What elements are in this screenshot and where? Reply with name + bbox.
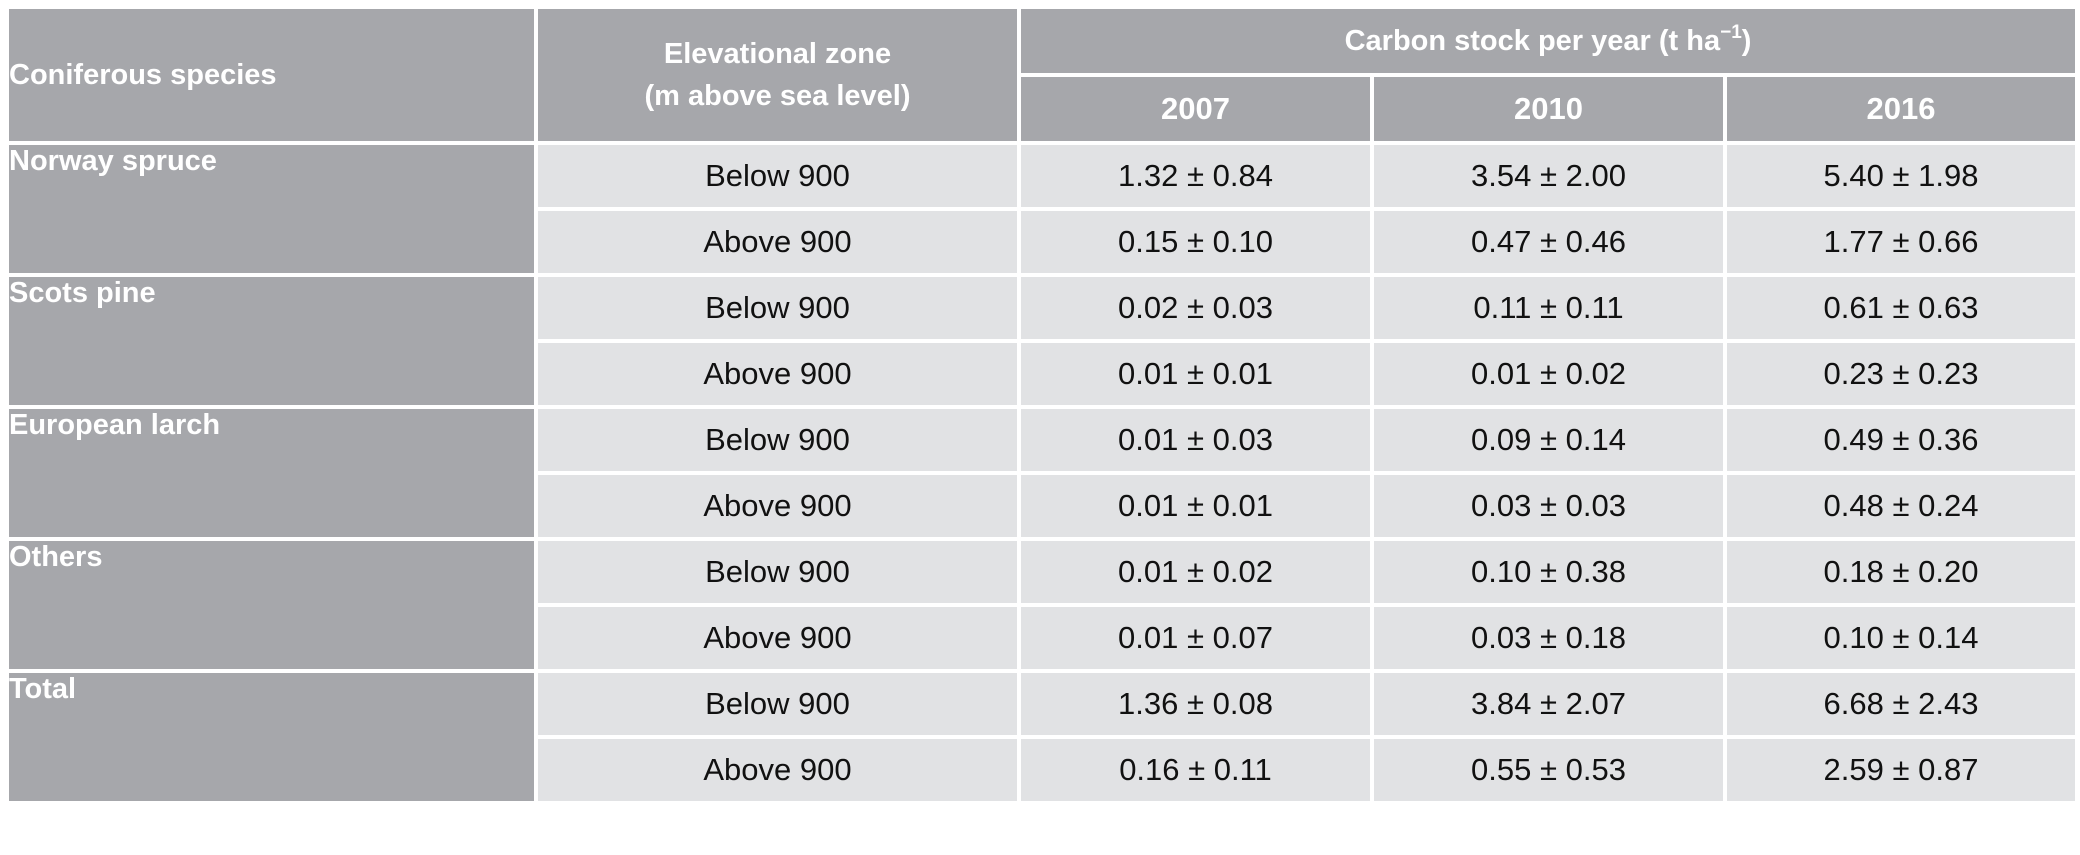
value-2010-cell: 3.54 ± 2.00 — [1370, 141, 1727, 211]
value-2007-cell: 0.15 ± 0.10 — [1017, 207, 1374, 277]
value-2010-cell: 0.55 ± 0.53 — [1370, 735, 1727, 805]
table-row: Above 900 0.16 ± 0.11 0.55 ± 0.53 2.59 ±… — [7, 735, 2080, 805]
header-zone-line1: Elevational zone — [663, 38, 892, 70]
zone-cell: Above 900 — [534, 603, 1021, 673]
header-year-2016: 2016 — [1722, 73, 2080, 145]
table-row: European larch Below 900 0.01 ± 0.03 0.0… — [5, 405, 2080, 541]
zone-cell: Below 900 — [534, 537, 1021, 607]
value-2016-cell: 0.49 ± 0.36 — [1722, 405, 2080, 475]
table-row: Total Below 900 1.36 ± 0.08 3.84 ± 2.07 … — [5, 669, 2080, 805]
value-2010-cell: 0.11 ± 0.11 — [1370, 273, 1727, 343]
value-2016-cell: 0.18 ± 0.20 — [1722, 537, 2080, 607]
value-2007-cell: 0.02 ± 0.03 — [1017, 273, 1374, 343]
table-row: Above 900 0.01 ± 0.01 0.03 ± 0.03 0.48 ±… — [7, 471, 2080, 541]
value-2007-cell: 1.36 ± 0.08 — [1017, 669, 1374, 739]
zone-cell: Below 900 — [534, 273, 1021, 343]
value-2007-cell: 0.01 ± 0.07 — [1017, 603, 1374, 673]
carbon-stock-table: Coniferous species Elevational zone (m a… — [5, 5, 2080, 805]
table-row: Norway spruce Below 900 1.32 ± 0.84 3.54… — [5, 141, 2080, 277]
zone-cell: Above 900 — [534, 207, 1021, 277]
value-2016-cell: 0.48 ± 0.24 — [1722, 471, 2080, 541]
value-2016-cell: 1.77 ± 0.66 — [1722, 207, 2080, 277]
species-cell: Others — [5, 537, 538, 673]
value-2010-cell: 0.01 ± 0.02 — [1370, 339, 1727, 409]
table-row: Above 900 0.01 ± 0.01 0.01 ± 0.02 0.23 ±… — [7, 339, 2080, 409]
header-year-2007: 2007 — [1017, 73, 1374, 145]
value-2007-cell: 1.32 ± 0.84 — [1017, 141, 1374, 211]
table-body: Norway spruce Below 900 1.32 ± 0.84 3.54… — [5, 141, 2080, 805]
species-cell: Scots pine — [5, 273, 538, 409]
value-2007-cell: 0.01 ± 0.02 — [1017, 537, 1374, 607]
value-2007-cell: 0.01 ± 0.01 — [1017, 339, 1374, 409]
header-year-2010: 2010 — [1370, 73, 1727, 145]
value-2016-cell: 6.68 ± 2.43 — [1722, 669, 2080, 739]
table-row: Others Below 900 0.01 ± 0.02 0.10 ± 0.38… — [5, 537, 2080, 673]
header-carbon-exponent: −1 — [1720, 21, 1742, 43]
value-2016-cell: 0.10 ± 0.14 — [1722, 603, 2080, 673]
zone-cell: Below 900 — [534, 669, 1021, 739]
value-2010-cell: 0.47 ± 0.46 — [1370, 207, 1727, 277]
value-2016-cell: 5.40 ± 1.98 — [1722, 141, 2080, 211]
zone-cell: Above 900 — [534, 339, 1021, 409]
table-row: Scots pine Below 900 0.02 ± 0.03 0.11 ± … — [5, 273, 2080, 409]
header-carbon-stock: Carbon stock per year (t ha−1) — [1016, 5, 2080, 77]
value-2007-cell: 0.01 ± 0.03 — [1017, 405, 1374, 475]
header-elevational-zone: Elevational zone (m above sea level) — [534, 5, 1021, 145]
value-2010-cell: 0.10 ± 0.38 — [1370, 537, 1727, 607]
table-row: Above 900 0.15 ± 0.10 0.47 ± 0.46 1.77 ±… — [7, 207, 2080, 277]
value-2016-cell: 2.59 ± 0.87 — [1722, 735, 2080, 805]
table-row: Above 900 0.01 ± 0.07 0.03 ± 0.18 0.10 ±… — [7, 603, 2080, 673]
species-cell: Total — [5, 669, 538, 805]
zone-cell: Below 900 — [534, 141, 1021, 211]
header-carbon-label: Carbon stock per year (t ha — [1344, 24, 1721, 57]
value-2010-cell: 3.84 ± 2.07 — [1370, 669, 1727, 739]
value-2016-cell: 0.23 ± 0.23 — [1722, 339, 2080, 409]
zone-cell: Above 900 — [534, 735, 1021, 805]
header-carbon-close: ) — [1741, 24, 1752, 57]
header-zone-line2: (m above sea level) — [644, 80, 911, 112]
value-2007-cell: 0.16 ± 0.11 — [1017, 735, 1374, 805]
value-2010-cell: 0.09 ± 0.14 — [1370, 405, 1727, 475]
value-2016-cell: 0.61 ± 0.63 — [1722, 273, 2080, 343]
species-cell: European larch — [5, 405, 538, 541]
header-species: Coniferous species — [5, 5, 538, 145]
species-cell: Norway spruce — [5, 141, 538, 277]
value-2010-cell: 0.03 ± 0.18 — [1370, 603, 1727, 673]
zone-cell: Below 900 — [534, 405, 1021, 475]
value-2007-cell: 0.01 ± 0.01 — [1017, 471, 1374, 541]
zone-cell: Above 900 — [534, 471, 1021, 541]
value-2010-cell: 0.03 ± 0.03 — [1370, 471, 1727, 541]
